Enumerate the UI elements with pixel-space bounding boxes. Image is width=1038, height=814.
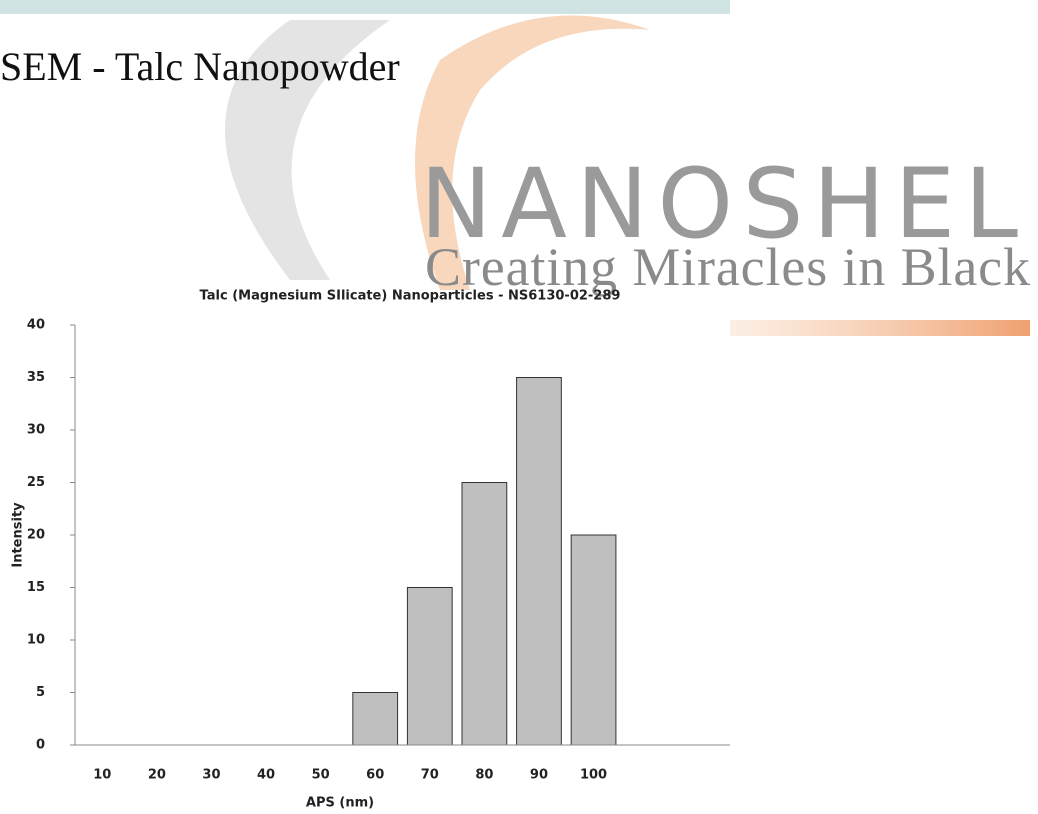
x-tick-label: 40 [257,768,275,783]
y-tick-label: 20 [27,528,45,543]
y-tick-label: 40 [27,318,45,333]
y-tick-label: 15 [27,580,45,595]
x-tick-label: 60 [366,768,384,783]
x-axis-label: APS (nm) [306,796,374,811]
top-image-strip [0,0,730,14]
x-tick-label: 10 [93,768,111,783]
x-tick-label: 70 [421,768,439,783]
x-tick-label: 50 [312,768,330,783]
y-tick-label: 0 [36,738,45,753]
x-tick-label: 30 [202,768,220,783]
bar [571,535,616,745]
page-canvas: NANOSHEL Creating Miracles in Black SEM … [0,0,1038,814]
y-tick-label: 30 [27,423,45,438]
chart: Talc (Magnesium SIlicate) Nanoparticles … [11,289,731,811]
bar [353,693,398,746]
y-tick-label: 10 [27,633,45,648]
x-tick-label: 90 [530,768,548,783]
x-tick-label: 100 [580,768,607,783]
watermark-bar [730,320,1030,336]
x-tick-label: 80 [475,768,493,783]
x-tick-label: 20 [148,768,166,783]
y-axis-label: Intensity [11,502,26,568]
bar [407,588,452,746]
chart-title: Talc (Magnesium SIlicate) Nanoparticles … [200,289,621,304]
page: NANOSHEL Creating Miracles in Black SEM … [0,0,1038,814]
bar [517,378,562,746]
bar [462,483,507,746]
y-tick-label: 25 [27,475,45,490]
y-tick-label: 35 [27,370,45,385]
heading: SEM - Talc Nanopowder [0,44,400,89]
y-tick-label: 5 [36,685,45,700]
